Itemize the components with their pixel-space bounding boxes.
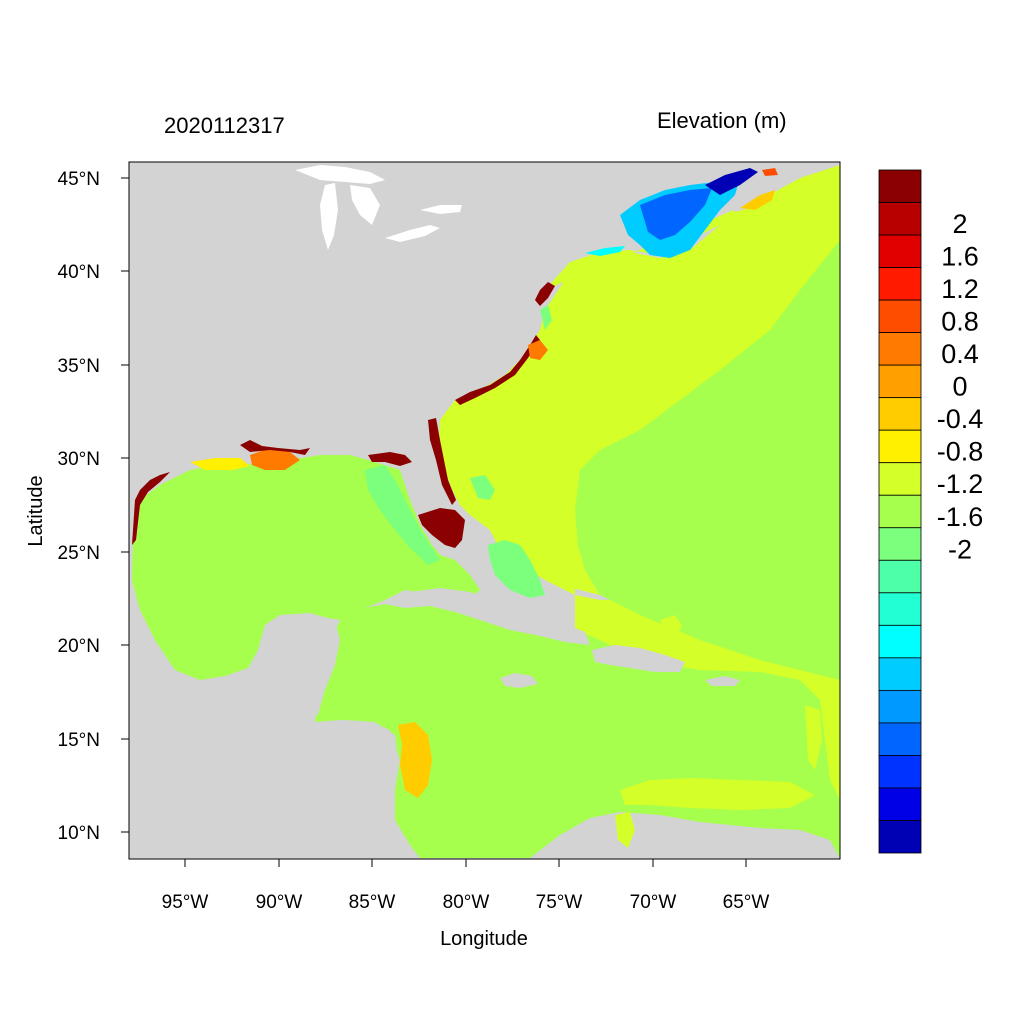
colorbar-swatch: [878, 527, 922, 561]
nicaragua-coast-high: [398, 722, 432, 798]
lake-superior: [295, 165, 385, 184]
colorbar-label: 2: [952, 209, 967, 239]
y-axis-label: Latitude: [25, 475, 47, 546]
lon-tick-label: 85°W: [349, 892, 396, 913]
central-america-land: [129, 720, 420, 858]
lat-tick-label: 25°N: [58, 543, 100, 564]
lon-tick-label: 95°W: [162, 892, 209, 913]
colorbar: 21.61.20.80.40-0.4-0.8-1.2-1.6-2: [878, 169, 984, 854]
lon-tick-label: 80°W: [443, 892, 490, 913]
gulf-st-lawrence-high: [762, 168, 778, 176]
colorbar-swatch: [878, 397, 922, 431]
south-florida-surge: [418, 508, 465, 548]
colorbar-swatch: [878, 820, 922, 854]
map-frame: [128, 161, 841, 860]
lon-tick-label: 65°W: [723, 892, 770, 913]
louisiana-marsh-surge: [240, 440, 310, 455]
colorbar-swatch: [878, 689, 922, 724]
timestamp-title: 2020112317: [164, 113, 285, 138]
mid-atlantic-surge: [535, 282, 555, 306]
texas-coast-surge: [132, 472, 170, 545]
colorbar-swatch: [878, 494, 922, 529]
colorbar-label: -0.8: [937, 437, 984, 467]
colombia-coast-high: [615, 812, 635, 848]
colorbar-swatch: [878, 657, 922, 691]
nova-scotia-land: [730, 172, 800, 212]
colorbar-label: 1.6: [941, 242, 979, 272]
colorbar-swatch: [878, 332, 922, 366]
florida-big-bend-surge: [368, 452, 412, 466]
colorbar-label: -0.4: [937, 404, 984, 434]
lat-tick-label: 45°N: [58, 169, 100, 190]
pamlico-sound-surge: [528, 340, 548, 360]
louisiana-coast-surge: [250, 448, 300, 470]
colorbar-swatch: [878, 624, 922, 659]
colorbar-swatch: [878, 234, 922, 268]
colorbar-swatch: [878, 722, 922, 756]
colorbar-swatch: [878, 755, 922, 789]
colorbar-swatch: [878, 559, 922, 594]
carolina-coast-surge: [455, 335, 540, 405]
lat-tick-label: 20°N: [58, 636, 100, 657]
open-atlantic: [575, 240, 840, 680]
map-panel: [128, 161, 841, 860]
colorbar-label: -2: [948, 534, 972, 564]
long-island-sound-low: [585, 246, 625, 256]
colorbar-swatch: [878, 787, 922, 821]
colorbar-label: 0: [952, 372, 967, 402]
lat-tick-label: 35°N: [58, 356, 100, 377]
lat-tick-label: 30°N: [58, 449, 100, 470]
variable-title: Elevation (m): [657, 108, 787, 133]
west-florida-shelf: [365, 465, 440, 565]
chesapeake-light: [540, 305, 552, 330]
south-america-land: [530, 812, 840, 858]
lat-tick-label: 15°N: [58, 730, 100, 751]
lat-tick-label: 10°N: [58, 823, 100, 844]
colorbar-label: 0.4: [941, 339, 979, 369]
puerto-rico-island: [705, 676, 740, 686]
lake-erie: [385, 225, 440, 242]
cuba-island: [385, 588, 590, 645]
florida-atlantic-surge: [428, 418, 456, 505]
lon-tick-label: 70°W: [630, 892, 677, 913]
colorbar-label: -1.2: [937, 469, 984, 499]
colorbar-label: 0.8: [941, 307, 979, 337]
venezuela-coast-high: [620, 778, 815, 810]
sable-island-bank-high: [740, 190, 775, 210]
colorbar-swatch: [878, 462, 922, 496]
colorbar-swatch: [878, 299, 922, 334]
colorbar-swatch: [878, 267, 922, 301]
lake-ontario: [420, 205, 462, 214]
longitude-axis: 95°W 90°W 85°W 80°W 75°W 70°W 65°W: [162, 859, 770, 913]
latitude-axis: 45°N 40°N 35°N 30°N 25°N 20°N 15°N 10°N: [58, 169, 129, 844]
bahamas-banks: [488, 540, 545, 598]
colorbar-swatch: [878, 364, 922, 399]
lake-huron: [350, 185, 380, 225]
lon-tick-label: 75°W: [536, 892, 583, 913]
colorbar-swatch: [878, 592, 922, 626]
louisiana-coast-yellow: [190, 458, 250, 470]
jamaica-island: [500, 673, 538, 688]
yucatan-land: [252, 613, 340, 715]
atlantic-coastal-strip: [438, 165, 840, 595]
hispaniola-island: [592, 645, 685, 672]
colorbar-swatch: [878, 169, 922, 203]
lesser-antilles-high: [805, 705, 822, 770]
lon-tick-label: 90°W: [256, 892, 303, 913]
colorbar-swatch: [878, 429, 922, 464]
bahamas-banks-east: [470, 475, 495, 500]
lat-tick-label: 40°N: [58, 262, 100, 283]
gulf-of-maine-core: [640, 188, 712, 240]
colorbar-swatch: [878, 202, 922, 236]
x-axis-label: Longitude: [440, 928, 528, 950]
colorbar-label: -1.6: [937, 502, 984, 532]
lake-michigan: [320, 183, 338, 250]
colorbar-label: 1.2: [941, 274, 979, 304]
antilles-high: [660, 615, 682, 635]
bay-of-fundy-low: [705, 168, 758, 195]
